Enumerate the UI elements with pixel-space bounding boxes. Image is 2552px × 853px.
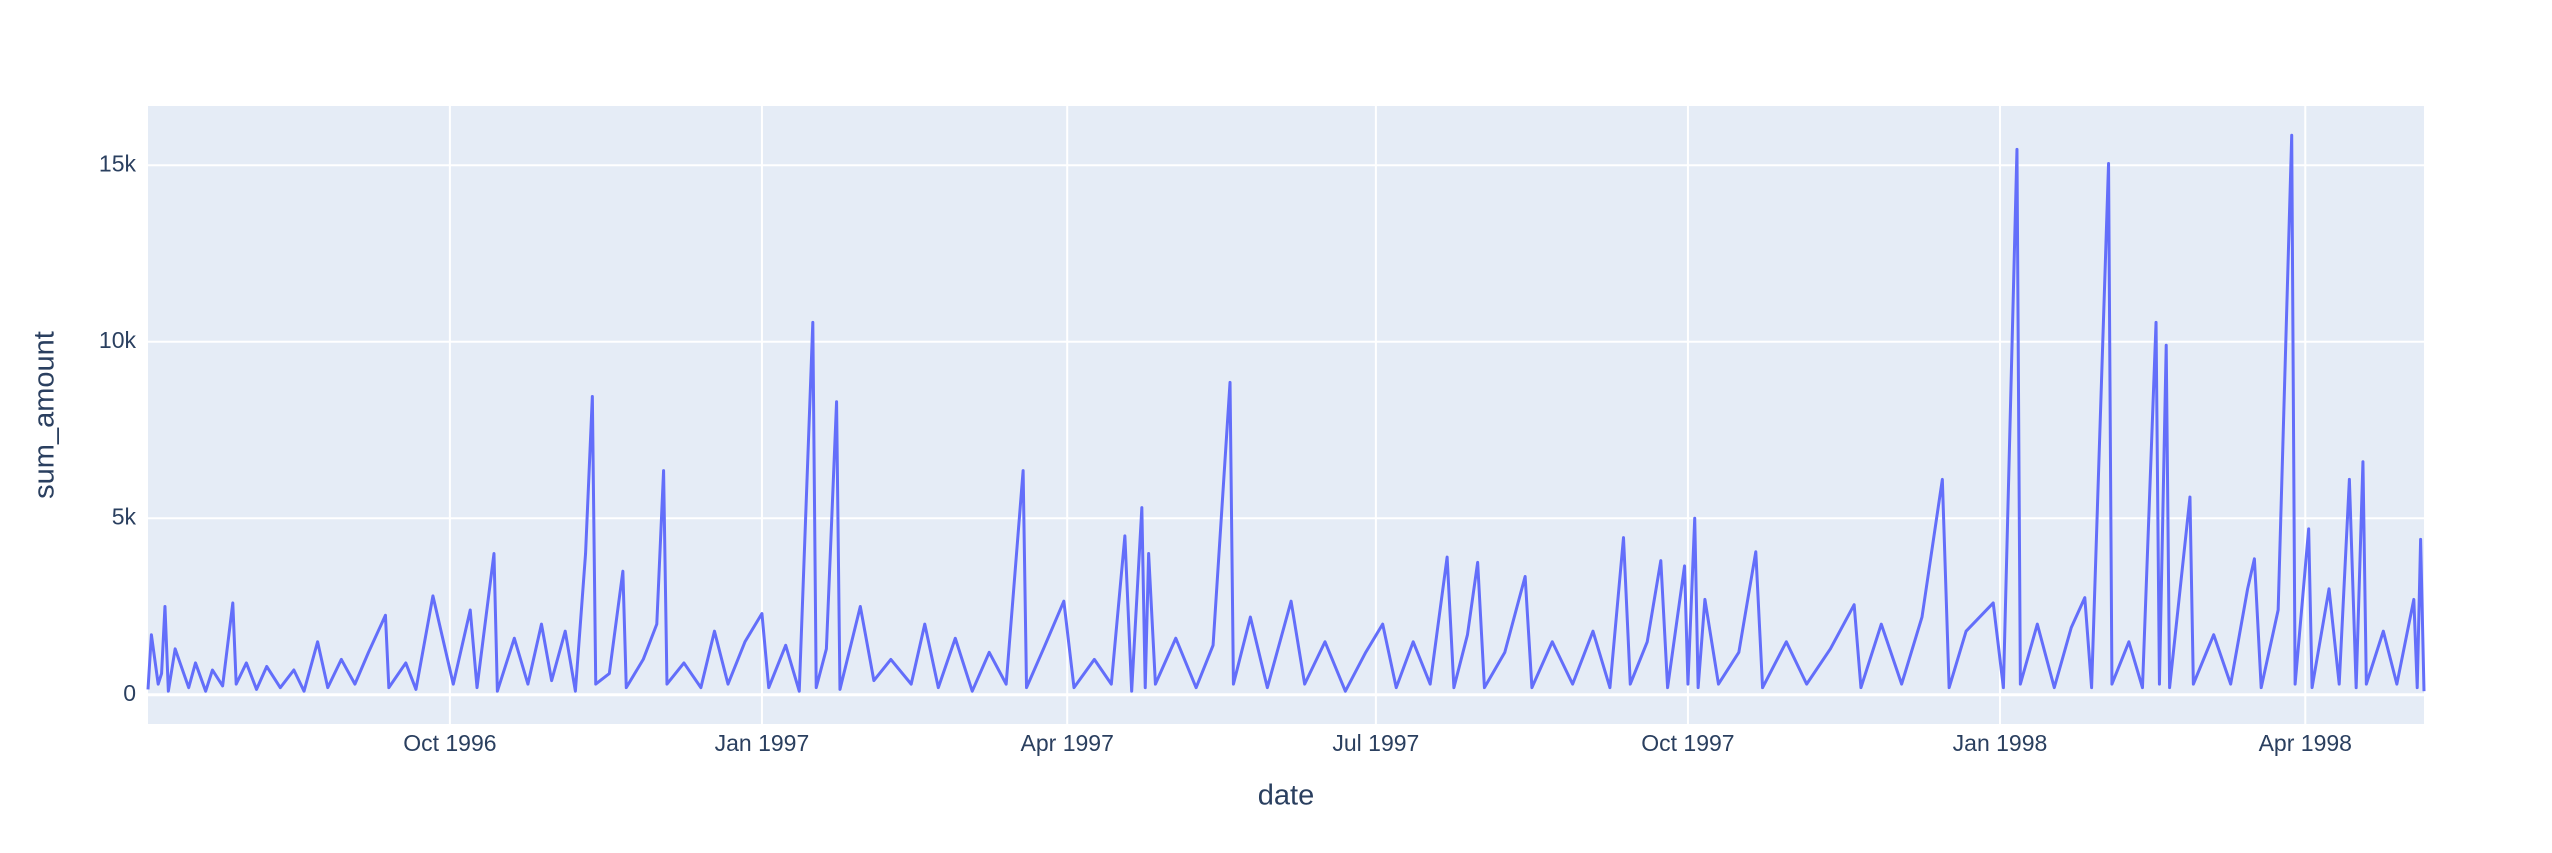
tick-labels: 0 5k 10k 15k Oct 1996 Jan 1997 Apr 1997 Jul 199… (99, 150, 2352, 756)
line (146, 133, 2426, 693)
x-tick-label: Apr 1998 (2259, 730, 2352, 756)
x-tick-label: Oct 1996 (403, 730, 496, 756)
y-tick-label: 0 (123, 680, 136, 706)
series (146, 133, 2426, 693)
y-tick-label: 10k (99, 327, 137, 353)
grid (148, 106, 2424, 724)
plot-area (148, 106, 2424, 724)
x-tick-label: Oct 1997 (1641, 730, 1734, 756)
x-axis-title: date (1258, 780, 1314, 812)
y-tick-label: 15k (99, 150, 137, 176)
x-tick-label: Jan 1998 (1953, 730, 2048, 756)
y-tick-label: 5k (112, 503, 137, 529)
y-axis-title: sum_amount (29, 331, 61, 499)
x-tick-label: Apr 1997 (1021, 730, 1114, 756)
x-tick-label: Jul 1997 (1332, 730, 1419, 756)
x-tick-label: Jan 1997 (715, 730, 810, 756)
